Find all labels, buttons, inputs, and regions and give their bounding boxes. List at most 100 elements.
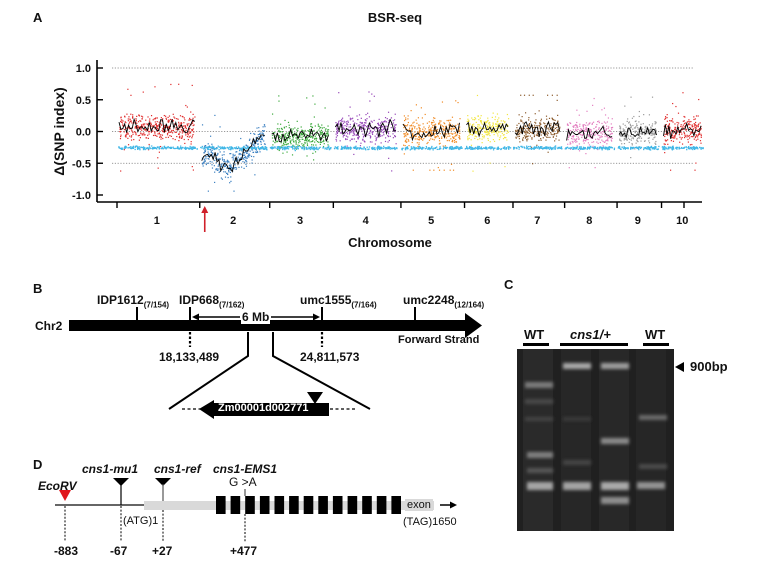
snp-point xyxy=(394,130,396,132)
threshold-point xyxy=(429,148,431,151)
snp-point xyxy=(629,125,632,127)
threshold-point xyxy=(477,148,479,150)
snp-point xyxy=(379,135,382,137)
snp-point xyxy=(627,137,629,139)
gel-band xyxy=(527,468,553,473)
threshold-point xyxy=(296,146,298,148)
snp-point xyxy=(362,125,364,127)
snp-point xyxy=(416,128,418,130)
snp-point xyxy=(635,120,637,122)
snp-point xyxy=(135,127,137,129)
snp-point xyxy=(502,134,504,136)
snp-point xyxy=(418,143,420,146)
snp-point xyxy=(583,142,585,144)
snp-point xyxy=(619,133,622,135)
marker-name: IDP1612 xyxy=(97,293,144,307)
snp-point xyxy=(403,119,406,122)
snp-point xyxy=(394,135,396,137)
snp-point xyxy=(699,140,702,142)
snp-point xyxy=(684,135,686,137)
snp-point xyxy=(537,133,539,135)
snp-point xyxy=(244,156,246,159)
snp-point xyxy=(130,113,132,115)
snp-point xyxy=(450,138,452,140)
snp-point xyxy=(619,130,622,132)
snp-point xyxy=(257,143,259,145)
threshold-point xyxy=(342,147,344,149)
snp-point xyxy=(245,165,248,167)
snp-point xyxy=(445,137,448,139)
threshold-point xyxy=(336,147,338,150)
snp-point xyxy=(527,138,529,140)
snp-point xyxy=(442,126,445,128)
snp-point xyxy=(352,134,354,137)
snp-point xyxy=(628,141,630,143)
snp-point xyxy=(363,122,366,124)
threshold-point xyxy=(688,145,690,148)
threshold-point xyxy=(521,145,523,148)
snp-point xyxy=(451,140,453,143)
snp-point xyxy=(493,131,496,133)
snp-point xyxy=(324,129,327,131)
snp-point xyxy=(253,133,255,135)
threshold-point xyxy=(481,147,483,150)
ref-position: +27 xyxy=(152,544,173,558)
snp-point xyxy=(504,129,506,131)
threshold-point xyxy=(239,149,241,151)
snp-point xyxy=(312,136,314,138)
threshold-point xyxy=(214,147,216,150)
snp-point xyxy=(488,133,490,135)
snp-point xyxy=(475,132,477,134)
snp-point xyxy=(163,114,165,117)
snp-point xyxy=(204,160,206,162)
snp-point xyxy=(680,124,682,126)
snp-point xyxy=(599,137,601,139)
threshold-point xyxy=(374,148,376,151)
panel-a-letter: A xyxy=(33,10,43,25)
snp-point xyxy=(492,112,494,114)
snp-point xyxy=(496,123,498,125)
snp-point xyxy=(345,138,347,140)
snp-point xyxy=(311,140,314,142)
snp-point xyxy=(517,133,520,136)
threshold-point xyxy=(601,147,604,150)
snp-point xyxy=(286,151,288,153)
snp-point xyxy=(619,139,621,141)
threshold-point xyxy=(153,146,155,149)
snp-point xyxy=(532,94,534,96)
threshold-point xyxy=(624,148,626,150)
threshold-point xyxy=(483,147,485,149)
snp-point xyxy=(515,129,517,131)
threshold-point xyxy=(412,146,415,148)
snp-point xyxy=(215,168,217,170)
snp-point xyxy=(168,131,170,134)
snp-point xyxy=(177,118,179,120)
snp-point xyxy=(123,131,125,133)
snp-point xyxy=(152,119,154,121)
threshold-point xyxy=(581,147,583,150)
threshold-point xyxy=(560,147,562,149)
snp-point xyxy=(316,130,318,132)
snp-point xyxy=(598,120,600,122)
snp-point xyxy=(627,131,629,133)
threshold-point xyxy=(598,148,601,150)
threshold-point xyxy=(671,147,673,149)
snp-point xyxy=(690,135,692,138)
threshold-point xyxy=(600,147,602,149)
threshold-point xyxy=(191,146,194,149)
snp-point xyxy=(304,133,306,135)
snp-point xyxy=(229,171,232,174)
threshold-point xyxy=(238,147,240,149)
snp-point xyxy=(692,136,694,138)
snp-point xyxy=(162,131,165,133)
snp-point xyxy=(629,138,631,140)
snp-point xyxy=(152,134,155,137)
threshold-point xyxy=(543,147,546,149)
snp-point xyxy=(534,130,536,133)
snp-point xyxy=(664,139,666,141)
snp-point xyxy=(625,132,627,135)
snp-point xyxy=(403,153,405,155)
snp-point xyxy=(349,119,351,121)
threshold-point xyxy=(219,146,222,148)
threshold-point xyxy=(353,146,355,149)
